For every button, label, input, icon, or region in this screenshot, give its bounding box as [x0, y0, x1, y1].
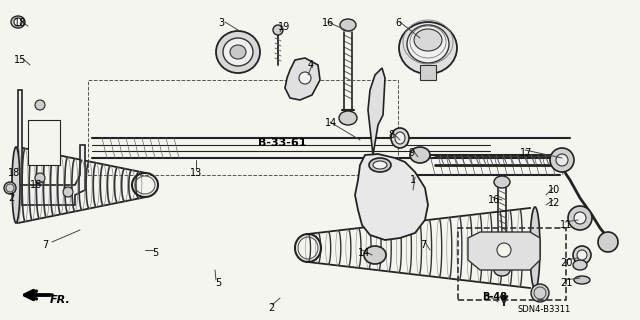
Text: 11: 11	[560, 220, 572, 230]
Text: 15: 15	[14, 55, 26, 65]
Text: 14: 14	[325, 118, 337, 128]
Text: 5: 5	[215, 278, 221, 288]
Text: 7: 7	[42, 240, 48, 250]
Text: 2: 2	[268, 303, 275, 313]
Text: 7: 7	[420, 240, 426, 250]
Text: SDN4-B3311: SDN4-B3311	[518, 305, 572, 314]
Ellipse shape	[407, 25, 449, 63]
Bar	[458, 228, 566, 300]
Text: 10: 10	[548, 185, 560, 195]
Ellipse shape	[494, 264, 510, 276]
Ellipse shape	[399, 22, 457, 74]
Ellipse shape	[573, 260, 587, 270]
Text: 3: 3	[218, 18, 224, 28]
Ellipse shape	[11, 16, 25, 28]
Ellipse shape	[230, 45, 246, 59]
Polygon shape	[468, 232, 540, 270]
Polygon shape	[368, 68, 385, 155]
Text: 16: 16	[488, 195, 500, 205]
Text: 2: 2	[8, 193, 14, 203]
Text: 18: 18	[30, 180, 42, 190]
Ellipse shape	[410, 147, 430, 163]
Text: 12: 12	[548, 198, 561, 208]
Text: B-48: B-48	[482, 292, 507, 302]
Circle shape	[574, 212, 586, 224]
Polygon shape	[420, 65, 436, 80]
Ellipse shape	[369, 158, 391, 172]
Text: 17: 17	[520, 148, 532, 158]
Ellipse shape	[364, 246, 386, 264]
Text: 5: 5	[152, 248, 158, 258]
Circle shape	[63, 187, 73, 197]
Ellipse shape	[574, 276, 590, 284]
Circle shape	[35, 100, 45, 110]
Ellipse shape	[391, 128, 409, 148]
Ellipse shape	[414, 29, 442, 51]
Text: 16: 16	[322, 18, 334, 28]
Text: 14: 14	[358, 248, 371, 258]
Circle shape	[4, 182, 16, 194]
Ellipse shape	[223, 38, 253, 66]
Ellipse shape	[340, 19, 356, 31]
Circle shape	[14, 18, 22, 26]
Text: 21: 21	[560, 278, 572, 288]
Text: 6: 6	[395, 18, 401, 28]
Ellipse shape	[494, 176, 510, 188]
Ellipse shape	[373, 161, 387, 169]
Circle shape	[568, 206, 592, 230]
Text: FR.: FR.	[50, 295, 71, 305]
Circle shape	[598, 232, 618, 252]
Ellipse shape	[273, 25, 283, 35]
Circle shape	[531, 284, 549, 302]
Ellipse shape	[395, 132, 405, 144]
Ellipse shape	[577, 250, 587, 260]
Text: 4: 4	[308, 60, 314, 70]
Text: 13: 13	[190, 168, 202, 178]
Bar	[88, 80, 398, 175]
Ellipse shape	[530, 207, 540, 289]
Polygon shape	[355, 154, 428, 240]
Polygon shape	[28, 120, 60, 165]
Circle shape	[497, 243, 511, 257]
Text: 1: 1	[410, 175, 416, 185]
Text: B-33-61: B-33-61	[258, 138, 307, 148]
Text: 8: 8	[388, 130, 394, 140]
Circle shape	[299, 72, 311, 84]
Text: 18: 18	[14, 18, 26, 28]
Text: 19: 19	[278, 22, 291, 32]
Ellipse shape	[573, 246, 591, 264]
Ellipse shape	[12, 147, 20, 223]
Polygon shape	[18, 90, 85, 205]
Circle shape	[550, 148, 574, 172]
Text: 20: 20	[560, 258, 572, 268]
Circle shape	[556, 154, 568, 166]
Text: 9: 9	[408, 148, 414, 158]
Circle shape	[35, 173, 45, 183]
Ellipse shape	[216, 31, 260, 73]
Ellipse shape	[339, 111, 357, 125]
Text: 18: 18	[8, 168, 20, 178]
Polygon shape	[285, 58, 320, 100]
